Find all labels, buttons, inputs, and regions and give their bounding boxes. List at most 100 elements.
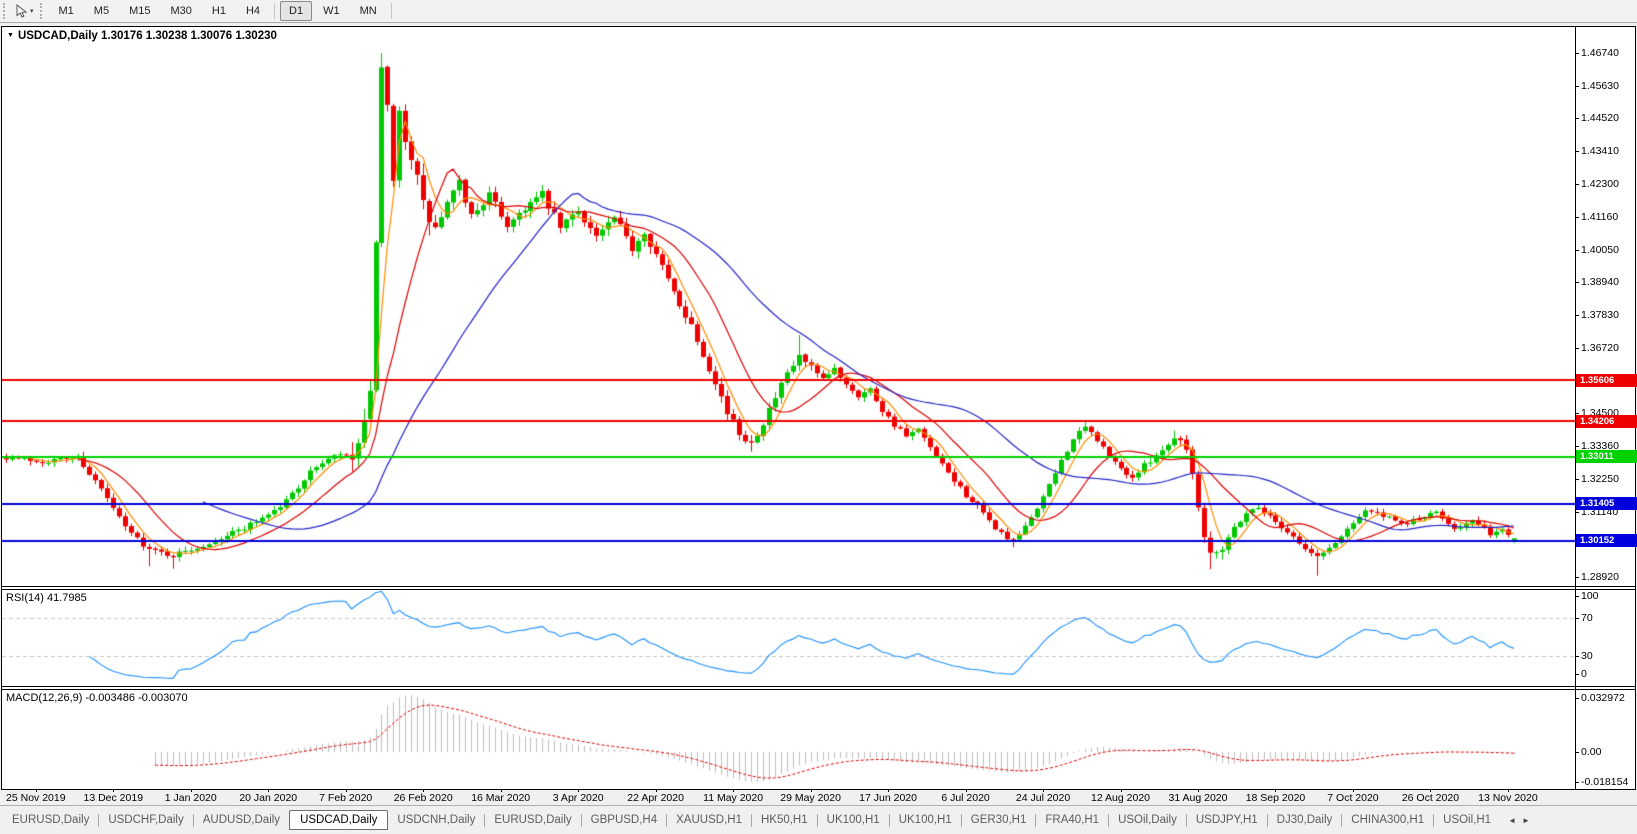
chart-tab-usdcnh-daily[interactable]: USDCNH,Daily (397, 814, 476, 826)
price-axis-tick (1575, 217, 1579, 219)
chart-tab-audusd-daily[interactable]: AUDUSD,Daily (202, 814, 281, 826)
tab-separator (888, 813, 890, 827)
timeframe-button-mn[interactable]: MN (359, 5, 377, 17)
price-axis-tick (1575, 150, 1579, 152)
date-axis-tick (1430, 789, 1432, 792)
macd-indicator-label: MACD(12,26,9) -0.003486 -0.003070 (6, 692, 188, 704)
cursor-tool-caret-icon[interactable]: ▾ (30, 8, 34, 15)
date-axis-tick (733, 789, 735, 792)
date-axis-tick (810, 789, 812, 792)
price-badge: 1.30152 (1576, 534, 1637, 548)
chart-tab-eurusd-daily[interactable]: EURUSD,Daily (494, 814, 572, 826)
timeframe-button-w1[interactable]: W1 (323, 5, 340, 17)
cursor-tool-button[interactable]: ▾ (12, 3, 37, 19)
date-label: 18 Sep 2020 (1245, 792, 1306, 804)
rsi-axis-tick (1575, 674, 1579, 675)
chart-tab-usdcad-daily[interactable]: USDCAD,Daily (289, 810, 389, 830)
chart-window: ▼ USDCAD,Daily 1.30176 1.30238 1.30076 1.… (1, 26, 1637, 790)
rsi-axis-label: 30 (1581, 650, 1593, 662)
price-axis-label: 1.38940 (1581, 276, 1619, 289)
chart-tab-uk100-h1[interactable]: UK100,H1 (826, 814, 880, 826)
macd-axis-tick (1575, 782, 1579, 783)
toolbar-drag-handle[interactable] (3, 3, 8, 19)
tab-separator (1035, 813, 1037, 827)
price-axis-tick (1575, 53, 1579, 54)
tab-scroll-right-icon[interactable]: ► (1522, 815, 1530, 825)
pane-divider[interactable] (2, 586, 1635, 590)
tab-separator (1433, 813, 1435, 827)
chart-symbol-label: USDCAD,Daily (17, 30, 98, 42)
chart-tab-bar: EURUSD,Daily USDCHF,Daily AUDUSD,Daily USDC… (0, 805, 1637, 834)
chart-tab-gbpusd-h4[interactable]: GBPUSD,H4 (590, 814, 658, 826)
chart-tab-china300-h1[interactable]: CHINA300,H1 (1351, 814, 1425, 826)
date-axis-tick (268, 789, 270, 792)
date-axis-tick (1198, 789, 1199, 792)
pane-divider[interactable] (2, 686, 1635, 690)
chart-tab-usoil-h1[interactable]: USOil,H1 (1443, 814, 1492, 826)
date-label: 16 Mar 2020 (471, 792, 531, 804)
price-axis-tick (1575, 347, 1579, 349)
date-axis-tick (35, 789, 37, 792)
tab-separator (580, 813, 582, 827)
date-label: 1 Jan 2020 (164, 792, 217, 804)
date-label: 11 May 2020 (703, 792, 764, 804)
chart-tab-usoil-daily[interactable]: USOil,Daily (1118, 814, 1177, 826)
chart-tab-dj30-daily[interactable]: DJ30,Daily (1276, 814, 1333, 826)
price-badge: 1.31405 (1576, 497, 1637, 511)
date-axis-tick (500, 789, 502, 792)
price-axis-label: 1.45630 (1581, 79, 1619, 92)
date-label: 13 Dec 2019 (83, 792, 144, 804)
rsi-indicator-pane[interactable] (2, 590, 1575, 686)
timeframe-button-h1[interactable]: H1 (211, 5, 226, 17)
price-badge: 1.34206 (1576, 414, 1637, 428)
tab-separator (960, 813, 962, 827)
toolbar-drag-handle[interactable] (39, 3, 45, 19)
chart-tab-fra40-h1[interactable]: FRA40,H1 (1045, 814, 1100, 826)
date-label: 7 Feb 2020 (319, 792, 373, 804)
rsi-axis-label: 70 (1581, 612, 1593, 624)
date-label: 7 Oct 2020 (1327, 792, 1379, 804)
symbol-dropdown-icon: ▼ (7, 32, 14, 39)
chart-tab-usdchf-daily[interactable]: USDCHF,Daily (108, 814, 184, 826)
timeframe-button-m5[interactable]: M5 (93, 5, 110, 17)
price-axis-label: 1.37830 (1581, 308, 1619, 321)
chart-tab-ger30-h1[interactable]: GER30,H1 (970, 814, 1027, 826)
chart-tab-usdjpy-h1[interactable]: USDJPY,H1 (1195, 814, 1258, 826)
chart-tab-hk50-h1[interactable]: HK50,H1 (760, 814, 808, 826)
timeframe-button-m30[interactable]: M30 (170, 5, 192, 17)
price-axis-label: 1.41160 (1581, 211, 1619, 224)
price-axis-tick (1575, 314, 1579, 316)
date-label: 29 May 2020 (780, 792, 841, 804)
date-axis-tick (888, 789, 890, 792)
date-axis-tick (113, 789, 115, 792)
date-label: 25 Nov 2019 (6, 792, 66, 804)
chart-tab-uk100-h1[interactable]: UK100,H1 (898, 814, 952, 826)
chart-tab-xauusd-h1[interactable]: XAUUSD,H1 (676, 814, 742, 826)
chart-tab-eurusd-daily[interactable]: EURUSD,Daily (12, 814, 90, 826)
date-axis-tick (655, 789, 657, 792)
tab-separator (484, 813, 486, 827)
macd-axis-label: -0.018154 (1581, 776, 1629, 788)
tab-separator (1185, 813, 1187, 827)
macd-indicator-pane[interactable] (2, 690, 1575, 787)
date-label: 31 Aug 2020 (1168, 792, 1228, 804)
price-chart-pane[interactable] (2, 27, 1575, 586)
date-axis-tick (345, 789, 347, 792)
timeframe-button-h4[interactable]: H4 (245, 5, 261, 17)
tab-separator (666, 813, 668, 827)
timeframe-button-d1[interactable]: D1 (280, 1, 313, 21)
date-axis-tick (578, 789, 580, 792)
timeframe-button-m1[interactable]: M1 (58, 5, 74, 17)
tab-scroll-left-icon[interactable]: ◄ (1508, 815, 1516, 825)
price-badge: 1.33011 (1576, 450, 1637, 464)
price-axis-label: 1.40050 (1581, 243, 1619, 256)
date-axis-tick (1120, 789, 1122, 792)
tab-scroll-controls: ◄ ► (1508, 816, 1530, 825)
timeframe-toolbar: ▾ M1 M5 M15 M30 H1 H4 D1 W1 MN (0, 0, 1637, 23)
timeframe-button-m15[interactable]: M15 (129, 5, 151, 17)
macd-axis-tick (1575, 752, 1579, 753)
date-axis-tick (1507, 789, 1509, 792)
rsi-axis-label: 100 (1581, 590, 1599, 602)
date-label: 13 Nov 2020 (1478, 792, 1538, 804)
